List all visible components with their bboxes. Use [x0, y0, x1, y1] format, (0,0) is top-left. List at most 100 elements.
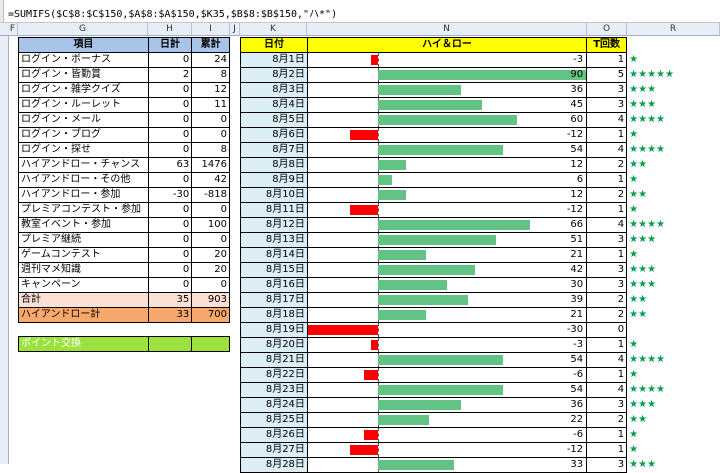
summary-daily-cell[interactable]: -30 [147, 187, 193, 203]
stars-cell[interactable]: ★ [627, 428, 720, 443]
date-cell[interactable]: 8月2日 [240, 67, 308, 83]
summary-item-cell[interactable]: ゲームコンテスト [18, 247, 149, 263]
hilo-value-cell[interactable]: 42 [306, 262, 588, 278]
count-cell[interactable]: 3 [586, 277, 628, 293]
blank-cell[interactable] [148, 323, 191, 337]
count-cell[interactable]: 1 [586, 52, 628, 68]
hilo-value-cell[interactable]: -6 [306, 427, 588, 443]
hilo-value-cell[interactable]: 12 [306, 187, 588, 203]
col-header-r[interactable]: R [627, 23, 720, 35]
count-cell[interactable]: 4 [586, 217, 628, 233]
date-cell[interactable]: 8月18日 [240, 307, 308, 323]
summary-cum-cell[interactable]: 0 [191, 112, 230, 128]
stars-cell[interactable]: ★★★ [627, 263, 720, 278]
summary-cum-cell[interactable]: 24 [191, 52, 230, 68]
count-cell[interactable]: 1 [586, 202, 628, 218]
summary-item-cell[interactable]: ハイアンドロー・その他 [18, 172, 149, 188]
count-cell[interactable]: 1 [586, 337, 628, 353]
date-cell[interactable]: 8月14日 [240, 247, 308, 263]
summary-item-cell[interactable]: ログイン・雑学クイズ [18, 82, 149, 98]
date-cell[interactable]: 8月16日 [240, 277, 308, 293]
summary-item-cell[interactable]: ハイアンドロー・チャンス [18, 157, 149, 173]
count-cell[interactable]: 1 [586, 367, 628, 383]
summary-daily-cell[interactable]: 0 [147, 97, 193, 113]
stars-cell[interactable]: ★ [627, 173, 720, 188]
count-cell[interactable]: 1 [586, 442, 628, 458]
stars-cell[interactable]: ★★ [627, 293, 720, 308]
summary-daily-cell[interactable]: 0 [147, 232, 193, 248]
count-cell[interactable]: 4 [586, 382, 628, 398]
summary-daily-cell[interactable]: 0 [147, 217, 193, 233]
hilo-value-cell[interactable]: 60 [306, 112, 588, 128]
summary-daily-cell[interactable]: 0 [147, 112, 193, 128]
count-cell[interactable]: 3 [586, 457, 628, 473]
date-cell[interactable]: 8月12日 [240, 217, 308, 233]
hilo-value-cell[interactable]: 36 [306, 82, 588, 98]
date-cell[interactable]: 8月21日 [240, 352, 308, 368]
hilo-value-cell[interactable]: 54 [306, 352, 588, 368]
count-cell[interactable]: 2 [586, 157, 628, 173]
date-cell[interactable]: 8月7日 [240, 142, 308, 158]
summary-cum-cell[interactable]: 100 [191, 217, 230, 233]
date-cell[interactable]: 8月5日 [240, 112, 308, 128]
hilo-value-cell[interactable]: 33 [306, 457, 588, 473]
points-daily-cell[interactable] [147, 336, 193, 352]
summary-cum-cell[interactable]: 20 [191, 262, 230, 278]
hilo-value-cell[interactable]: 51 [306, 232, 588, 248]
stars-cell[interactable]: ★ [627, 368, 720, 383]
date-cell[interactable]: 8月13日 [240, 232, 308, 248]
blank-cell[interactable] [192, 323, 230, 337]
date-cell[interactable]: 8月10日 [240, 187, 308, 203]
hilo-value-cell[interactable]: 12 [306, 157, 588, 173]
summary-daily-cell[interactable]: 0 [147, 262, 193, 278]
hilo-value-cell[interactable]: 21 [306, 307, 588, 323]
formula-text[interactable]: =SUMIFS($C$8:$C$150,$A$8:$A$150,$K35,$B$… [8, 9, 338, 20]
summary-item-cell[interactable]: ハイアンドロー・参加 [18, 187, 149, 203]
count-cell[interactable]: 4 [586, 352, 628, 368]
summary-item-cell[interactable]: ログイン・ブログ [18, 127, 149, 143]
hilo-value-cell[interactable]: 6 [306, 172, 588, 188]
stars-cell[interactable]: ★★★★ [627, 383, 720, 398]
date-cell[interactable]: 8月9日 [240, 172, 308, 188]
summary-item-cell[interactable]: ログイン・ルーレット [18, 97, 149, 113]
summary-cum-cell[interactable]: -818 [191, 187, 230, 203]
hilo-value-cell[interactable]: -12 [306, 127, 588, 143]
date-cell[interactable]: 8月17日 [240, 292, 308, 308]
stars-cell[interactable]: ★★★ [627, 398, 720, 413]
summary-item-cell[interactable]: ログイン・ボーナス [18, 52, 149, 68]
blank-cell[interactable] [19, 323, 149, 337]
summary-cum-cell[interactable]: 0 [191, 202, 230, 218]
hilo-value-cell[interactable]: -3 [306, 337, 588, 353]
summary-item-cell[interactable]: ログイン・メール [18, 112, 149, 128]
count-cell[interactable]: 2 [586, 292, 628, 308]
count-cell[interactable]: 2 [586, 412, 628, 428]
row-headers[interactable] [0, 36, 9, 464]
summary-daily-cell[interactable]: 33 [147, 307, 193, 323]
count-cell[interactable]: 1 [586, 427, 628, 443]
stars-cell[interactable]: ★★★ [627, 458, 720, 473]
stars-cell[interactable]: ★★★★ [627, 218, 720, 233]
summary-daily-cell[interactable]: 0 [147, 142, 193, 158]
summary-daily-cell[interactable]: 0 [147, 277, 193, 293]
col-header-k[interactable]: K [240, 23, 307, 35]
summary-item-cell[interactable]: プレミア継続 [18, 232, 149, 248]
stars-cell[interactable]: ★★ [627, 308, 720, 323]
col-header-j[interactable]: J [230, 23, 240, 35]
date-cell[interactable]: 8月28日 [240, 457, 308, 473]
stars-cell[interactable]: ★★★★ [627, 143, 720, 158]
hilo-value-cell[interactable]: -30 [306, 322, 588, 338]
summary-item-cell[interactable]: ログイン・皆勤賞 [18, 67, 149, 83]
summary-cum-cell[interactable]: 700 [191, 307, 230, 323]
stars-cell[interactable]: ★ [627, 338, 720, 353]
stars-cell[interactable]: ★★★ [627, 98, 720, 113]
summary-cum-cell[interactable]: 903 [191, 292, 230, 308]
count-cell[interactable]: 1 [586, 127, 628, 143]
stars-cell[interactable]: ★★★ [627, 233, 720, 248]
stars-cell[interactable]: ★★★★ [627, 113, 720, 128]
summary-daily-cell[interactable]: 0 [147, 172, 193, 188]
summary-daily-cell[interactable]: 0 [147, 202, 193, 218]
date-cell[interactable]: 8月11日 [240, 202, 308, 218]
count-cell[interactable]: 0 [586, 322, 628, 338]
summary-daily-cell[interactable]: 0 [147, 127, 193, 143]
summary-cum-cell[interactable]: 20 [191, 247, 230, 263]
